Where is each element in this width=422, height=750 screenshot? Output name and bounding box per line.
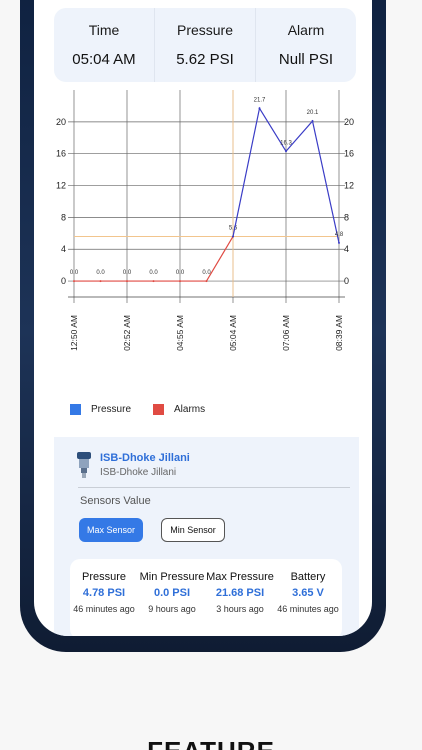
device-panel: ISB-Dhoke Jillani ISB-Dhoke Jillani Sens… [54,437,359,636]
x-tick-label: 05:04 AM [228,315,238,351]
min-sensor-button[interactable]: Min Sensor [161,518,225,542]
stat-time: 3 hours ago [216,604,264,614]
divider [78,487,350,488]
data-label-alarms: 5.6 [229,225,238,231]
alarm-label: Alarm [287,22,325,38]
stat-pressure: Pressure 4.78 PSI 46 minutes ago [70,571,138,636]
y-tick-label-right: 4 [344,244,349,254]
pressure-column: Pressure 5.62 PSI [155,8,256,82]
y-tick-label-left: 12 [56,181,66,191]
y-tick-label-right: 8 [344,212,349,222]
legend-item-alarms[interactable]: Alarms [153,404,205,415]
legend-swatch-alarms [153,404,165,415]
max-sensor-button[interactable]: Max Sensor [79,518,143,542]
stat-battery: Battery 3.65 V 46 minutes ago [274,571,342,636]
stat-min-pressure: Min Pressure 0.0 PSI 9 hours ago [138,571,206,636]
y-tick-label-left: 4 [61,244,66,254]
x-tick-label: 02:52 AM [122,315,132,351]
y-tick-label-left: 20 [56,117,66,127]
pressure-sensor-icon [74,451,94,479]
legend-item-pressure[interactable]: Pressure [70,404,131,415]
alarm-value: Null PSI [278,51,334,68]
stat-label: Battery [290,571,326,583]
stat-value: 21.68 PSI [215,587,265,599]
y-tick-label-left: 8 [61,212,66,222]
pressure-chart[interactable]: 0 0 4 4 8 8 12 12 16 16 20 20 0.0 0.0 0.0 0.0 0.0 0.0 5.6 2… [34,90,372,390]
data-label-pressure: 16.3 [280,140,292,146]
x-tick-label: 12:50 AM [69,315,79,351]
time-value: 05:04 AM [72,51,136,68]
y-tick-label-left: 16 [56,149,66,159]
stat-label: Min Pressure [139,571,205,583]
stat-value: 0.0 PSI [153,587,191,599]
data-label-pressure: 4.8 [335,232,344,238]
device-header[interactable]: ISB-Dhoke Jillani ISB-Dhoke Jillani [74,451,190,479]
data-point-alarms [152,280,155,283]
data-point-alarms [73,280,75,283]
data-point-pressure [338,241,340,244]
y-tick-label-right: 12 [344,181,354,191]
legend-label-alarms: Alarms [174,404,206,415]
data-label-alarms: 0.0 [149,270,158,276]
data-label-alarms: 0.0 [70,270,79,276]
data-point-pressure [285,150,287,153]
stat-label: Max Pressure [206,571,274,583]
data-label-alarms: 0.0 [96,270,105,276]
stat-time: 46 minutes ago [277,604,339,614]
data-point-pressure [311,120,314,123]
current-reading-card: Time 05:04 AM Pressure 5.62 PSI Alarm Nu… [54,8,356,82]
y-tick-label-right: 20 [344,117,354,127]
sensors-value-title: Sensors Value [80,495,151,507]
x-tick-label: 04:55 AM [175,315,185,351]
feature-heading: FEATURE [0,736,422,750]
device-subtitle: ISB-Dhoke Jillani [100,467,177,478]
x-tick-label: 08:39 AM [334,315,344,351]
y-tick-label-right: 16 [344,149,354,159]
stat-max-pressure: Max Pressure 21.68 PSI 3 hours ago [206,571,274,636]
data-point-alarms [126,280,128,283]
data-point-pressure [232,235,234,238]
data-label-pressure: 21.7 [254,97,266,103]
data-point-alarms [179,280,181,283]
pressure-label: Pressure [176,22,234,38]
sensor-stats-card: Pressure 4.78 PSI 46 minutes ago Min Pre… [70,559,342,636]
y-tick-label-right: 0 [344,276,349,286]
time-column: Time 05:04 AM [54,8,155,82]
stat-label: Pressure [81,571,127,583]
data-point-alarms [99,280,102,283]
device-name[interactable]: ISB-Dhoke Jillani [100,452,190,464]
y-tick-label-left: 0 [61,276,66,286]
data-label-alarms: 0.0 [176,270,185,276]
stat-value: 4.78 PSI [82,587,126,599]
data-label-alarms: 0.0 [123,270,132,276]
pressure-chart-svg: 0 0 4 4 8 8 12 12 16 16 20 20 0.0 0.0 0.0 0.0 0.0 0.0 5.6 2… [56,90,354,351]
alarm-column: Alarm Null PSI [256,8,356,82]
data-label-pressure: 20.1 [307,110,319,116]
legend-label-pressure: Pressure [91,404,132,415]
data-point-pressure [258,107,261,110]
data-label-alarms: 0.0 [202,270,211,276]
x-tick-label: 07:06 AM [281,315,291,351]
phone-screen: Time 05:04 AM Pressure 5.62 PSI Alarm Nu… [34,0,372,636]
chart-legend: Pressure Alarms [70,404,227,415]
stat-time: 9 hours ago [148,604,196,614]
pressure-value: 5.62 PSI [176,51,234,68]
data-point-alarms [205,280,208,283]
stat-value: 3.65 V [292,587,324,599]
time-label: Time [88,22,120,38]
legend-swatch-pressure [70,404,81,415]
stat-time: 46 minutes ago [73,604,135,614]
